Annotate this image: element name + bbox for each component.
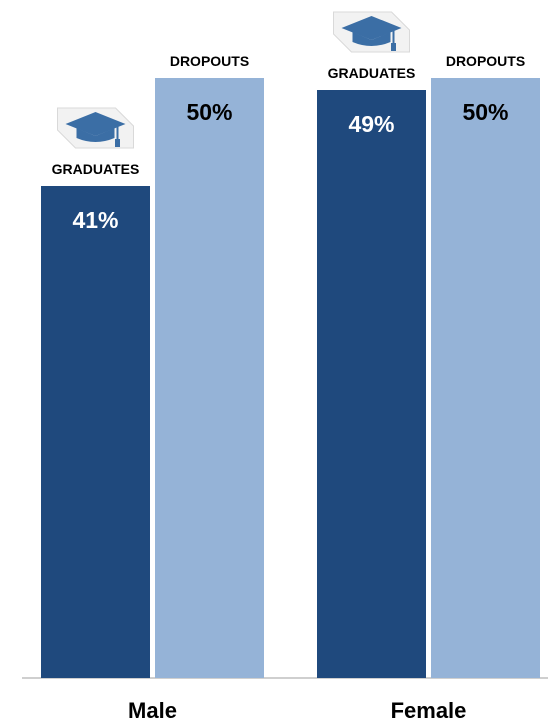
graduation-cap-icon [57, 107, 134, 149]
series-label-dropouts-female: DROPOUTS [446, 53, 525, 69]
icons-layer [57, 11, 410, 149]
series-label-dropouts-male: DROPOUTS [170, 53, 249, 69]
series-label-graduates-female: GRADUATES [328, 65, 416, 81]
bars-layer [41, 78, 540, 678]
bar-dropouts-female [431, 78, 540, 678]
value-label-dropouts-male: 50% [186, 99, 232, 125]
x-tick-label-male: Male [128, 698, 177, 723]
value-label-dropouts-female: 50% [462, 99, 508, 125]
series-label-graduates-male: GRADUATES [52, 161, 140, 177]
graduation-cap-icon [333, 11, 410, 53]
value-label-graduates-male: 41% [72, 207, 118, 233]
value-label-graduates-female: 49% [348, 111, 394, 137]
bar-graduates-female [317, 90, 426, 678]
tick-labels-layer: Male Female [128, 698, 466, 723]
bar-dropouts-male [155, 78, 264, 678]
labels-layer: 41% GRADUATES 50% DROPOUTS 49% GRADUATES 50% DR… [52, 53, 525, 233]
bar-graduates-male [41, 186, 150, 678]
x-tick-label-female: Female [391, 698, 467, 723]
